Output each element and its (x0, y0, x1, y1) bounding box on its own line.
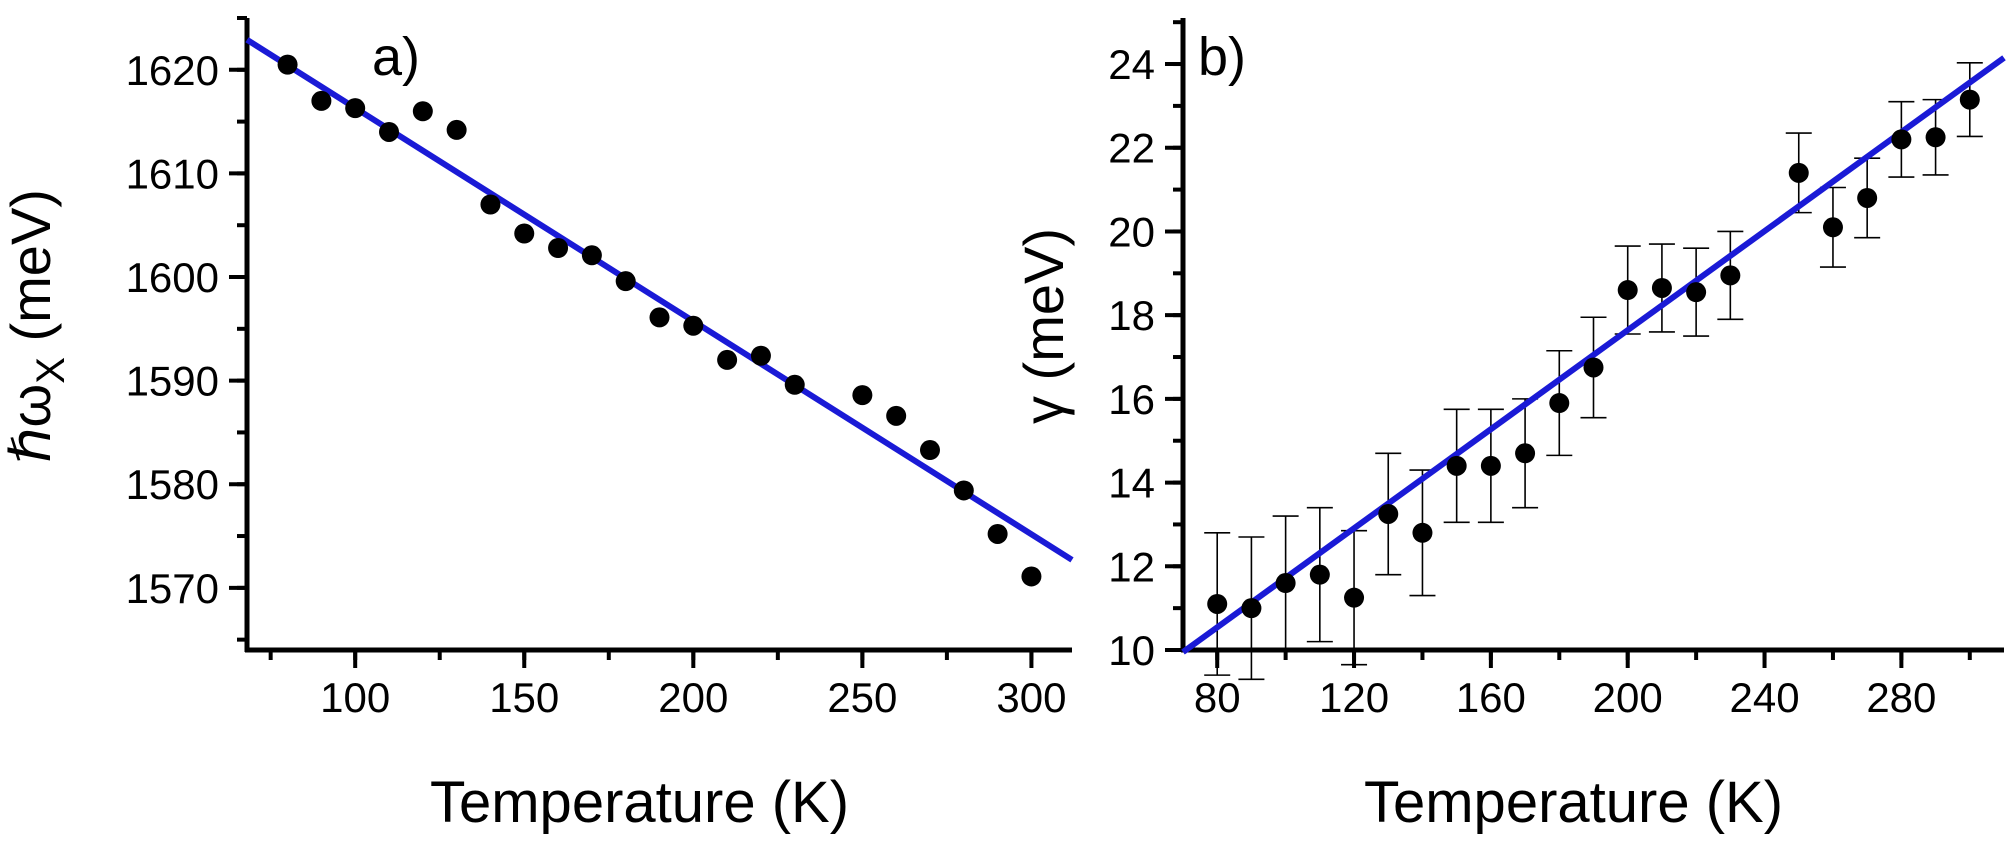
data-point (1446, 455, 1467, 476)
data-point (649, 307, 670, 328)
x-tick-label: 160 (1456, 674, 1526, 721)
x-tick-label: 240 (1730, 674, 1800, 721)
data-point (1275, 573, 1296, 594)
data-point (1549, 393, 1570, 414)
data-point (852, 385, 873, 406)
data-point (1651, 277, 1672, 298)
data-point (1720, 265, 1741, 286)
data-point (1515, 443, 1536, 464)
x-tick-label: 200 (658, 674, 728, 721)
x-axis-title: Temperature (K) (430, 770, 849, 835)
y-axis-title-unit: (meV) (0, 189, 62, 357)
data-point (717, 349, 738, 370)
data-point (446, 119, 467, 140)
data-point (311, 90, 332, 111)
data-point (784, 374, 805, 395)
data-point (277, 54, 298, 75)
y-axis-title: ℏωX (meV) (0, 189, 73, 463)
fit-line (245, 37, 1074, 563)
x-tick-label: 300 (996, 674, 1066, 721)
data-point (514, 223, 535, 244)
data-point (1378, 503, 1399, 524)
data-point (1412, 522, 1433, 543)
data-point (1959, 89, 1980, 110)
data-point (987, 523, 1008, 544)
y-tick-label: 18 (1108, 292, 1155, 339)
data-point (1891, 129, 1912, 150)
data-point (480, 194, 501, 215)
data-point (1617, 280, 1638, 301)
y-tick-label: 1580 (126, 461, 219, 508)
y-tick-label: 16 (1108, 376, 1155, 423)
x-tick-label: 250 (827, 674, 897, 721)
data-point (1309, 564, 1330, 585)
data-point (1925, 127, 1946, 148)
data-point (1686, 282, 1707, 303)
data-point (1207, 593, 1228, 614)
x-tick-label: 100 (320, 674, 390, 721)
y-tick-label: 12 (1108, 543, 1155, 590)
panel-a: 100 150 200 250 300 1570 1580 1590 1600 1610 1620 a… (0, 16, 1074, 835)
data-point (345, 98, 366, 119)
panel-label: b) (1198, 27, 1246, 87)
data-point (886, 405, 907, 426)
data-point (412, 101, 433, 122)
x-tick-label: 120 (1319, 674, 1389, 721)
x-tick-label: 280 (1866, 674, 1936, 721)
y-tick-label: 22 (1108, 125, 1155, 172)
fit-line (1181, 55, 2006, 655)
data-point (615, 271, 636, 292)
x-axis-title: Temperature (K) (1364, 770, 1783, 835)
y-axis-title: γ (meV) (1012, 228, 1075, 424)
data-point (581, 245, 602, 266)
panel-b: 80 120 160 200 240 280 10 12 14 16 18 20 22 24 b) Tempe… (1012, 18, 2006, 835)
y-tick-label: 1610 (126, 150, 219, 197)
data-point (548, 238, 569, 259)
y-tick-label: 10 (1108, 627, 1155, 674)
data-point (953, 480, 974, 501)
data-point (1344, 587, 1365, 608)
data-point (1480, 455, 1501, 476)
y-tick-label: 1570 (126, 565, 219, 612)
x-tick-label: 200 (1593, 674, 1663, 721)
data-point (750, 345, 771, 366)
y-tick-label: 24 (1108, 41, 1155, 88)
y-tick-label: 14 (1108, 460, 1155, 507)
x-tick-label: 150 (489, 674, 559, 721)
panel-label: a) (372, 27, 420, 87)
data-point (1788, 162, 1809, 183)
y-tick-label: 1590 (126, 358, 219, 405)
data-point (1583, 357, 1604, 378)
data-point (379, 121, 400, 142)
data-point (1822, 217, 1843, 238)
data-point (1857, 187, 1878, 208)
y-tick-label: 1600 (126, 254, 219, 301)
y-axis-title-main: ℏω (0, 384, 62, 463)
x-tick-label: 80 (1194, 674, 1241, 721)
data-point (1021, 566, 1042, 587)
data-point (919, 440, 940, 461)
y-tick-label: 20 (1108, 208, 1155, 255)
data-point (683, 315, 704, 336)
data-point (1241, 598, 1262, 619)
y-axis-title-subscript: X (29, 357, 73, 384)
y-tick-label: 1620 (126, 47, 219, 94)
